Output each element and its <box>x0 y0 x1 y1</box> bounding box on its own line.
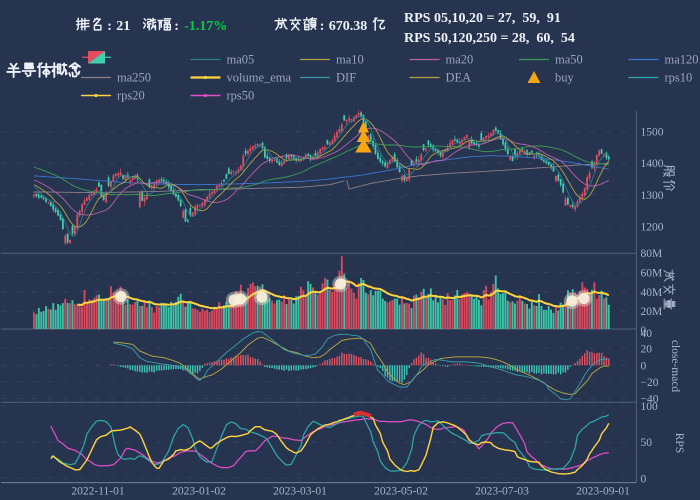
svg-text::: : <box>174 19 179 34</box>
svg-text:50: 50 <box>641 437 653 449</box>
svg-text:2023-03-01: 2023-03-01 <box>273 486 327 498</box>
svg-text:−40: −40 <box>641 394 659 406</box>
svg-text:volume_ema: volume_ema <box>227 71 292 85</box>
svg-text:1200: 1200 <box>641 221 664 233</box>
svg-text:rps50: rps50 <box>227 89 255 103</box>
svg-text:2023-05-02: 2023-05-02 <box>374 486 428 498</box>
svg-text:DIF: DIF <box>336 71 356 85</box>
svg-text:1500: 1500 <box>641 127 664 139</box>
svg-text:rps10: rps10 <box>665 71 693 85</box>
svg-text:60M: 60M <box>641 267 663 279</box>
svg-text:0: 0 <box>641 360 647 372</box>
svg-text:0: 0 <box>641 325 647 337</box>
svg-text::: : <box>107 19 112 34</box>
svg-text:close-macd: close-macd <box>669 340 681 393</box>
svg-text:20M: 20M <box>641 306 663 318</box>
svg-text:ma120: ma120 <box>665 53 699 67</box>
svg-text:ma05: ma05 <box>227 53 255 67</box>
svg-text:21: 21 <box>116 19 130 34</box>
svg-text:-1.17%: -1.17% <box>184 19 227 34</box>
svg-text:RPS 05,10,20 = 27, 59, 91: RPS 05,10,20 = 27, 59, 91 <box>404 11 561 26</box>
svg-text:670.38: 670.38 <box>329 19 368 34</box>
svg-text:−20: −20 <box>641 377 659 389</box>
svg-text:100: 100 <box>641 401 659 413</box>
svg-text:2023-01-02: 2023-01-02 <box>172 486 226 498</box>
svg-text:1400: 1400 <box>641 158 664 170</box>
svg-text:RPS 50,120,250 = 28, 60, 54: RPS 50,120,250 = 28, 60, 54 <box>404 31 575 46</box>
svg-text:rps20: rps20 <box>117 89 145 103</box>
svg-text::: : <box>320 19 325 34</box>
svg-text:2022-11-01: 2022-11-01 <box>71 486 124 498</box>
svg-text:ma50: ma50 <box>555 53 583 67</box>
svg-text:1300: 1300 <box>641 190 664 202</box>
svg-text:80M: 80M <box>641 248 663 260</box>
svg-text:40: 40 <box>641 328 653 340</box>
svg-text:ma20: ma20 <box>446 53 474 67</box>
svg-text:2023-09-01: 2023-09-01 <box>576 486 630 498</box>
svg-text:ma10: ma10 <box>336 53 364 67</box>
svg-text:RPS: RPS <box>673 433 685 453</box>
svg-text:2023-07-03: 2023-07-03 <box>475 486 529 498</box>
svg-text:20: 20 <box>641 344 653 356</box>
svg-text:ma250: ma250 <box>117 71 151 85</box>
svg-text:DEA: DEA <box>446 71 472 85</box>
svg-text:buy: buy <box>555 71 575 85</box>
svg-text:40M: 40M <box>641 287 663 299</box>
svg-text:0: 0 <box>641 474 647 486</box>
